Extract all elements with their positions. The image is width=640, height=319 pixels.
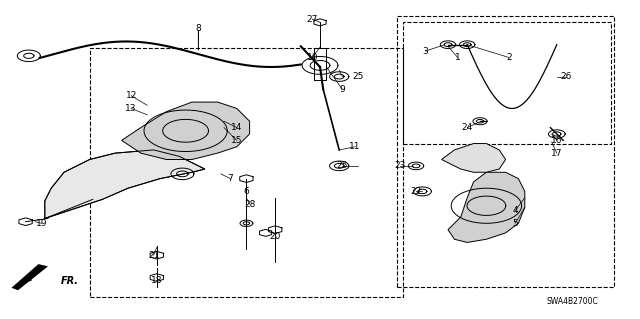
Text: 19: 19 <box>36 219 47 228</box>
Polygon shape <box>45 150 205 219</box>
Text: 6: 6 <box>244 187 249 196</box>
Text: 12: 12 <box>125 91 137 100</box>
Text: 23: 23 <box>394 161 406 170</box>
Text: 16: 16 <box>551 136 563 145</box>
Text: 1: 1 <box>455 53 460 62</box>
Bar <box>90 48 403 297</box>
Text: 17: 17 <box>551 149 563 158</box>
Text: 8: 8 <box>196 24 201 33</box>
Text: 10: 10 <box>307 53 318 62</box>
Text: 21: 21 <box>148 251 159 260</box>
Polygon shape <box>12 264 48 290</box>
Text: 26: 26 <box>561 72 572 81</box>
Text: 2: 2 <box>506 53 511 62</box>
Bar <box>397 16 614 287</box>
Polygon shape <box>442 144 506 172</box>
Text: 25: 25 <box>337 161 348 170</box>
Text: 24: 24 <box>461 123 473 132</box>
Text: 13: 13 <box>125 104 137 113</box>
Text: 22: 22 <box>410 187 422 196</box>
Polygon shape <box>448 172 525 242</box>
Text: 25: 25 <box>353 72 364 81</box>
Text: SWA4B2700C: SWA4B2700C <box>547 297 598 306</box>
Text: 15: 15 <box>231 136 243 145</box>
Text: 11: 11 <box>349 142 361 151</box>
Text: 27: 27 <box>307 15 318 24</box>
Text: 20: 20 <box>269 232 281 241</box>
Text: 18: 18 <box>151 276 163 285</box>
Text: 9: 9 <box>340 85 345 94</box>
Text: 28: 28 <box>244 200 255 209</box>
Text: 7: 7 <box>228 174 233 183</box>
Text: 14: 14 <box>231 123 243 132</box>
Text: FR.: FR. <box>61 276 79 286</box>
Text: 3: 3 <box>423 47 428 56</box>
Text: 5: 5 <box>513 219 518 228</box>
Bar <box>403 22 611 144</box>
Text: 4: 4 <box>513 206 518 215</box>
Polygon shape <box>122 102 250 160</box>
